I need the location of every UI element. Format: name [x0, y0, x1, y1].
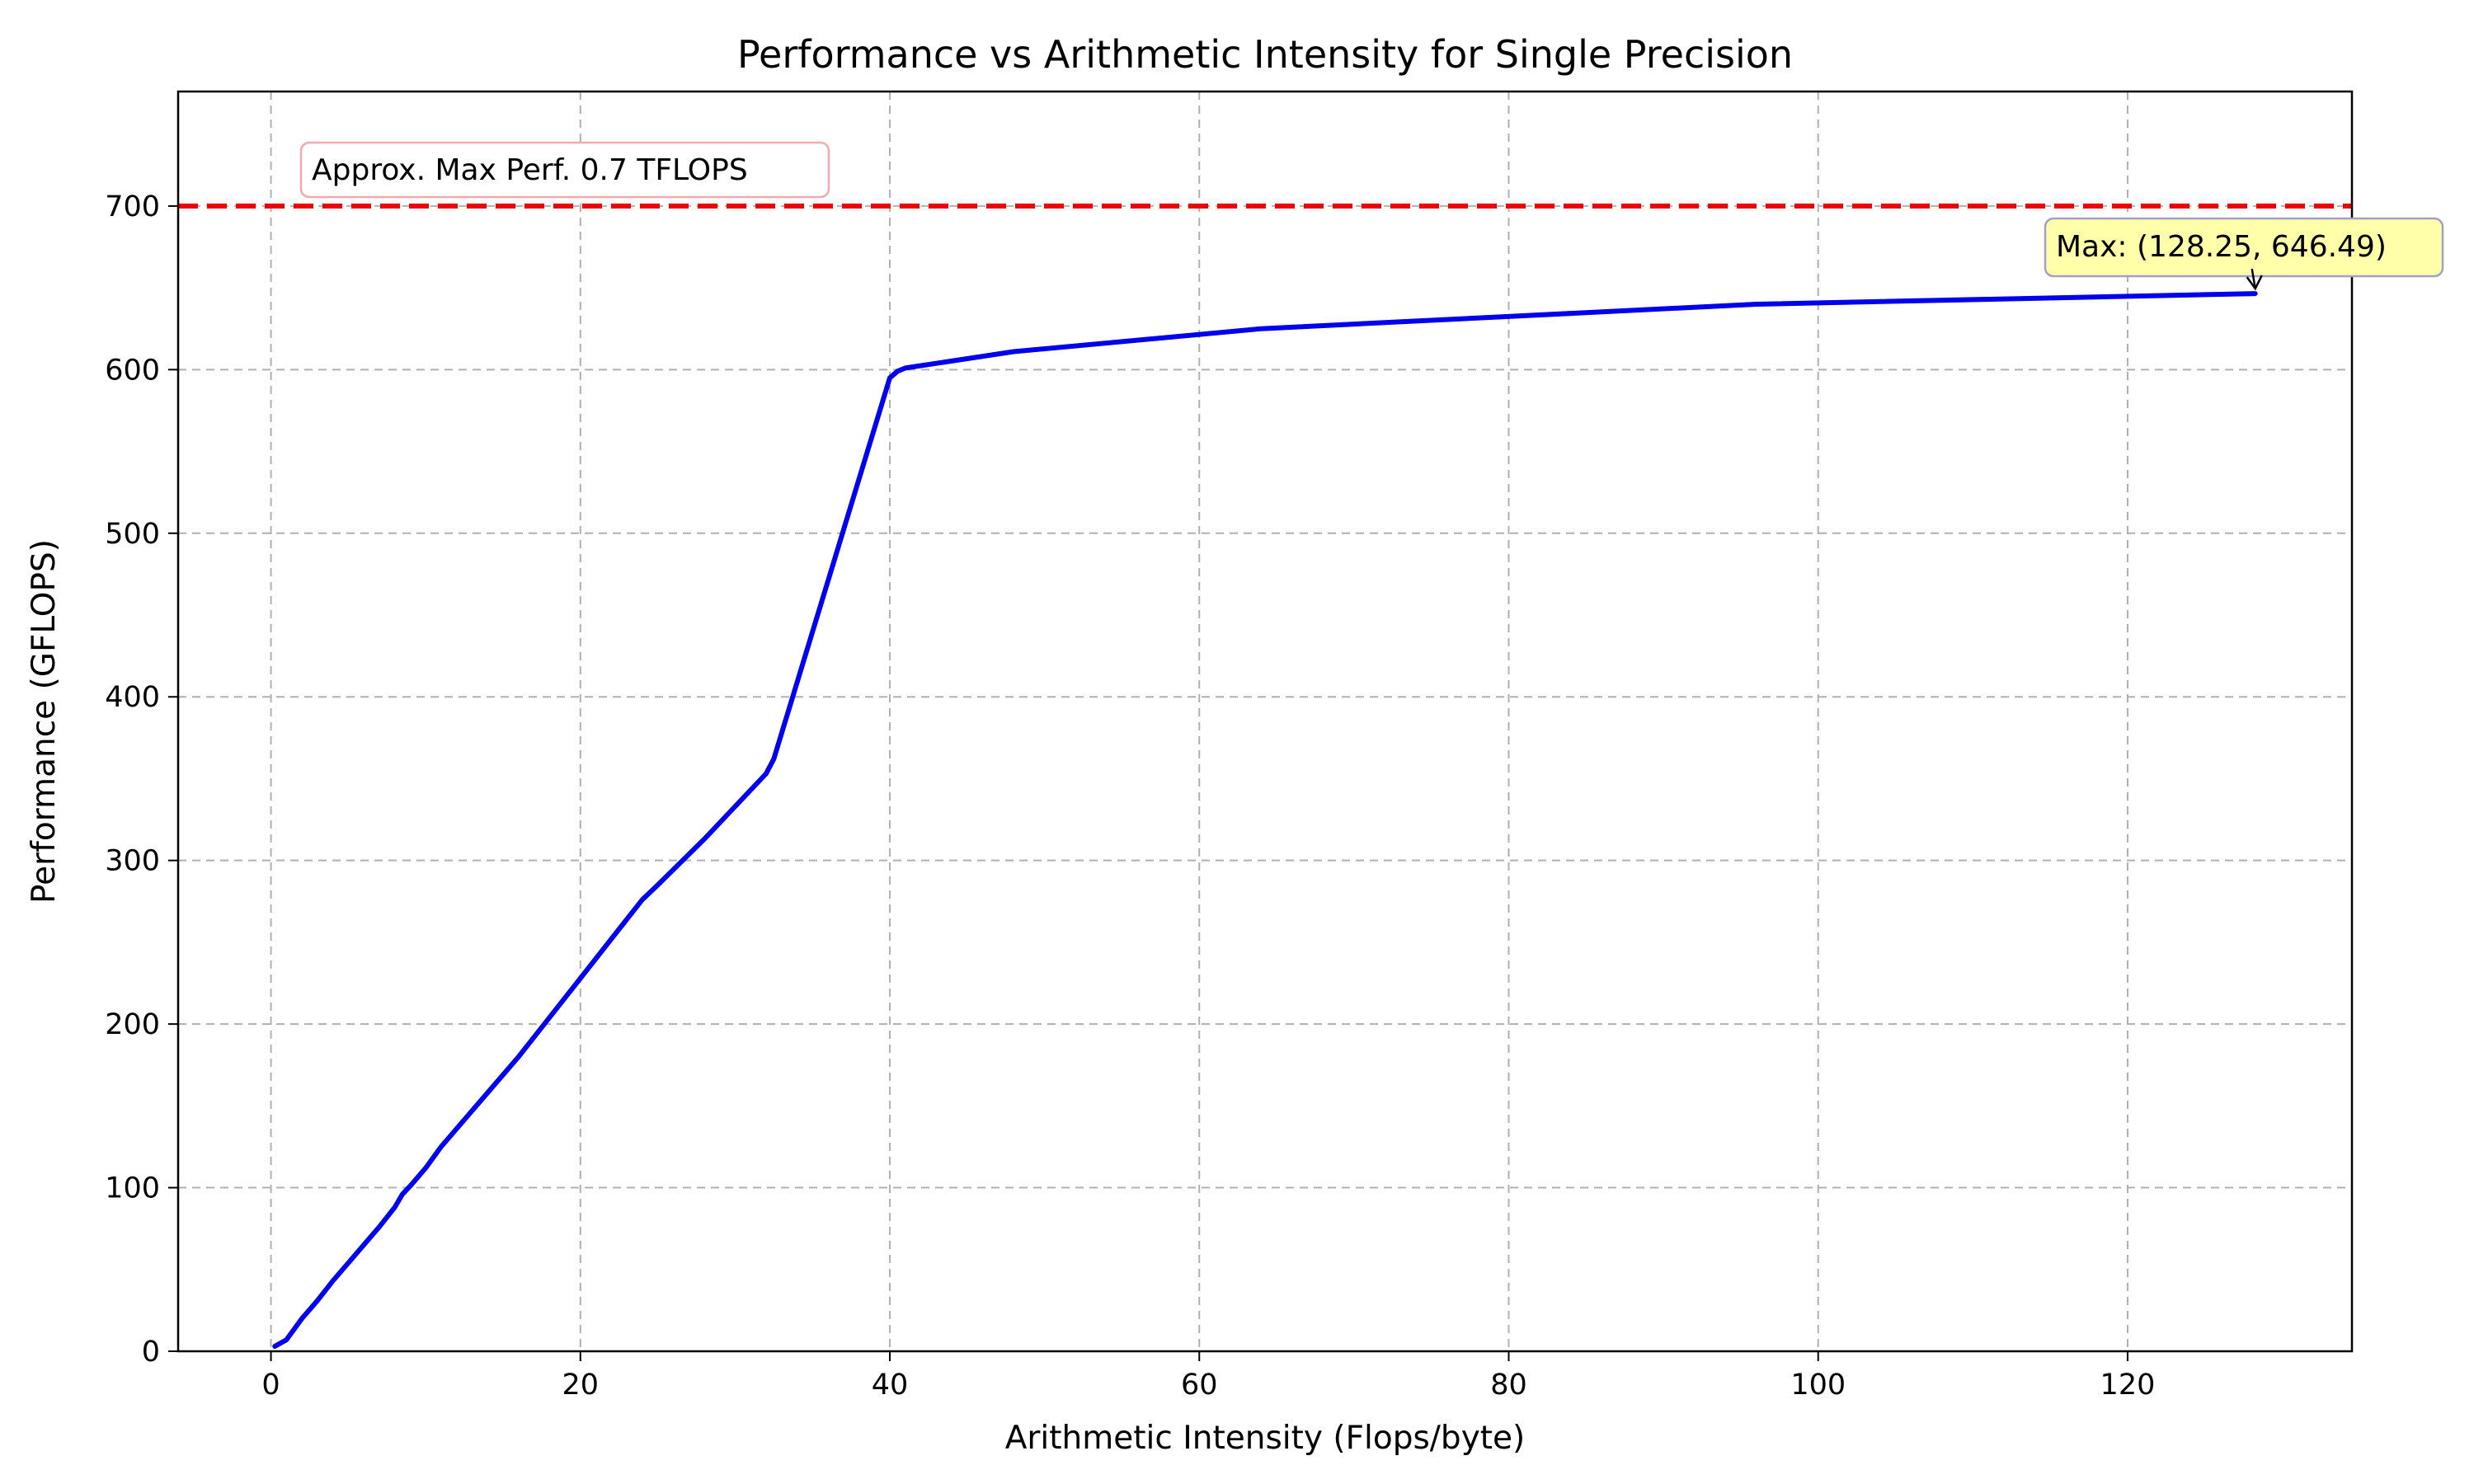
y-tick-label: 600: [105, 354, 160, 387]
chart-title: Performance vs Arithmetic Intensity for …: [737, 32, 1793, 77]
reference-label-box: [299, 141, 830, 199]
y-axis-label: Performance (GFLOPS): [26, 539, 63, 904]
y-tick-label: 700: [105, 190, 160, 223]
x-tick-label: 80: [1490, 1369, 1527, 1402]
y-tick-label: 400: [105, 681, 160, 714]
x-tick-label: 100: [1790, 1369, 1846, 1402]
y-tick-label: 500: [105, 518, 160, 551]
max-annotation-arrow-shaft: [2251, 268, 2256, 289]
x-ticks: 0 20 40 60 80 100 120: [261, 1351, 2155, 1402]
x-tick-label: 40: [872, 1369, 909, 1402]
max-annotation-box: [2044, 217, 2444, 278]
x-tick-label: 0: [261, 1369, 280, 1402]
y-tick-label: 0: [142, 1336, 160, 1369]
y-ticks: 0 100 200 300 400 500 600 700: [105, 190, 178, 1369]
annotations: Approx. Max Perf. 0.7 TFLOPS Max: (128.25…: [299, 141, 2444, 291]
performance-series-line: [272, 291, 2258, 1349]
y-tick-label: 200: [105, 1008, 160, 1041]
plot-frame: [176, 90, 2354, 1353]
max-annotation-label: Max: (128.25, 646.49): [2056, 230, 2387, 264]
reference-label: Approx. Max Perf. 0.7 TFLOPS: [312, 153, 748, 187]
x-tick-label: 120: [2100, 1369, 2156, 1402]
x-tick-label: 60: [1181, 1369, 1218, 1402]
x-tick-label: 20: [562, 1369, 600, 1402]
y-tick-label: 300: [105, 845, 160, 878]
y-tick-label: 100: [105, 1172, 160, 1205]
series-group: [272, 291, 2258, 1349]
x-axis-label: Arithmetic Intensity (Flops/byte): [1005, 1420, 1526, 1457]
